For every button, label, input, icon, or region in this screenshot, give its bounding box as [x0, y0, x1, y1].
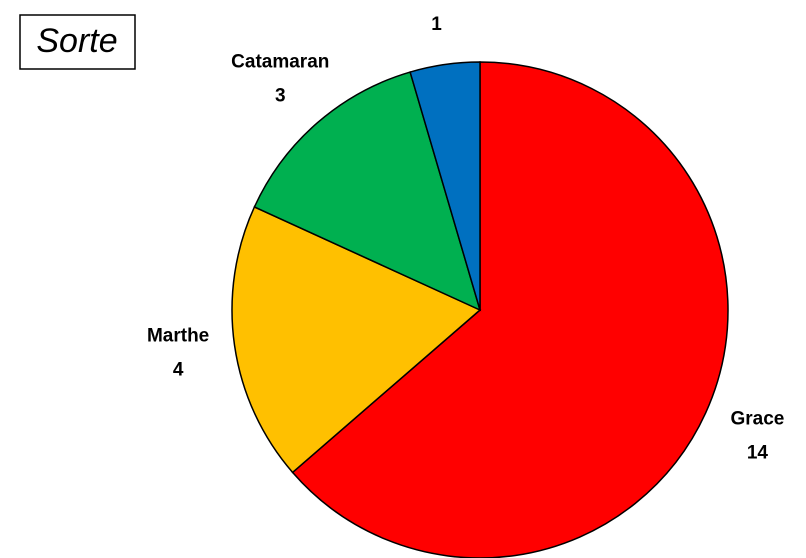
pie-slice: [231, 205, 482, 474]
title-box: [19, 14, 136, 70]
slice-label-name: Catamaran: [231, 52, 329, 73]
slice-label-value: 4: [173, 359, 184, 380]
chart-title: Sorte: [36, 22, 117, 60]
slice-label-name: Melius: [407, 0, 466, 1]
pie-slice: [253, 71, 482, 312]
slice-label-name: Grace: [731, 409, 785, 430]
slice-label-value: 1: [431, 14, 442, 35]
pie-slice: [409, 61, 481, 311]
slice-label-name: Marthe: [147, 325, 209, 346]
pie-slice: [291, 61, 729, 558]
slice-label-value: 3: [275, 86, 286, 107]
slice-label-value: 14: [747, 443, 769, 464]
